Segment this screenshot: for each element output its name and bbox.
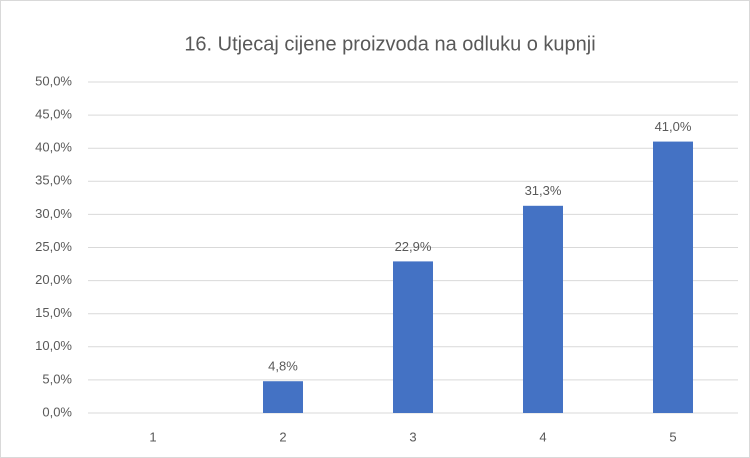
bar — [263, 381, 303, 413]
x-tick-label: 1 — [149, 429, 156, 444]
y-tick-label: 45,0% — [35, 107, 72, 122]
data-label: 22,9% — [395, 239, 432, 254]
y-tick-label: 15,0% — [35, 305, 72, 320]
y-tick-label: 25,0% — [35, 239, 72, 254]
y-tick-label: 30,0% — [35, 206, 72, 221]
y-tick-label: 40,0% — [35, 140, 72, 155]
y-tick-label: 10,0% — [35, 338, 72, 353]
y-tick-label: 20,0% — [35, 272, 72, 287]
bar — [523, 205, 563, 413]
y-tick-label: 5,0% — [42, 371, 72, 386]
bar — [653, 141, 693, 413]
bar — [393, 261, 433, 413]
chart-title: 16. Utjecaj cijene proizvoda na odluku o… — [184, 33, 595, 55]
x-tick-label: 2 — [279, 429, 286, 444]
data-label: 41,0% — [655, 119, 692, 134]
y-tick-label: 35,0% — [35, 173, 72, 188]
data-label: 4,8% — [268, 359, 298, 374]
y-tick-label: 0,0% — [42, 404, 72, 419]
x-tick-label: 4 — [539, 429, 546, 444]
data-label: 31,3% — [525, 183, 562, 198]
y-tick-label: 50,0% — [35, 73, 72, 88]
x-tick-label: 5 — [669, 429, 676, 444]
x-tick-label: 3 — [409, 429, 416, 444]
